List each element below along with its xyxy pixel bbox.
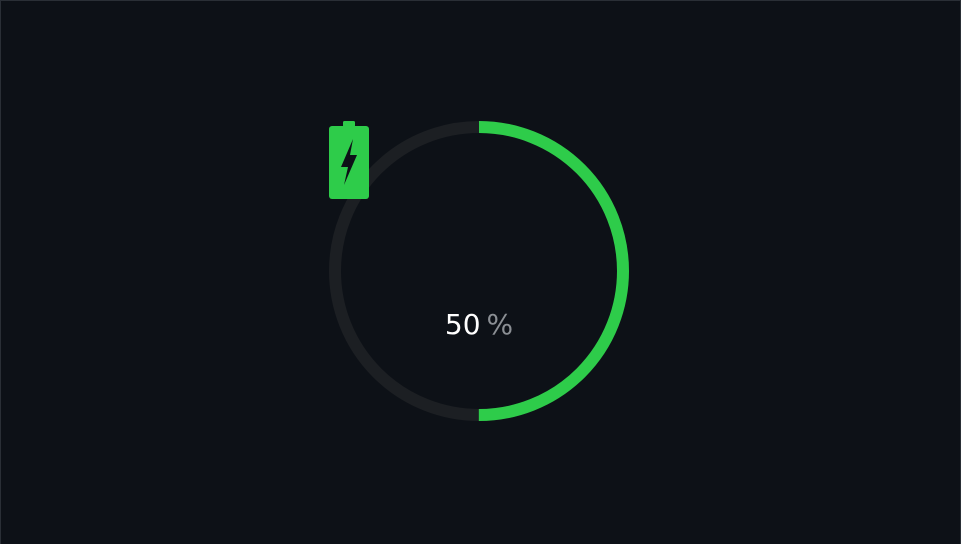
battery-percentage-readout: 50%	[329, 307, 629, 343]
ring-progress-arc	[329, 121, 629, 421]
percent-unit: %	[486, 308, 514, 341]
progress-ring-graphic	[329, 121, 629, 421]
charging-battery-icon	[329, 121, 369, 199]
battery-progress-ring: 50%	[329, 121, 629, 421]
battery-level-value: 50	[444, 308, 481, 341]
